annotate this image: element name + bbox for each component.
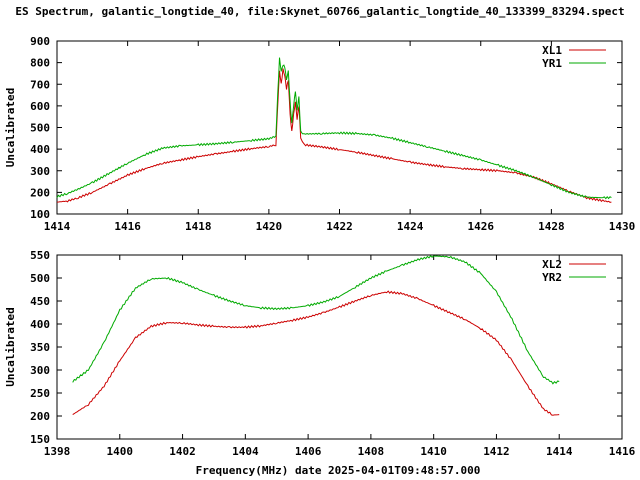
- y-tick-label: 450: [30, 295, 50, 308]
- x-tick-label: 1424: [397, 220, 424, 233]
- series-line-yr2: [72, 255, 560, 385]
- series-line-xl1: [56, 68, 612, 203]
- x-tick-label: 1404: [232, 445, 259, 458]
- x-tick-label: 1422: [326, 220, 353, 233]
- y-tick-label: 400: [30, 143, 50, 156]
- x-tick-label: 1430: [609, 220, 636, 233]
- x-tick-label: 1412: [483, 445, 510, 458]
- x-tick-label: 1426: [468, 220, 495, 233]
- y-tick-label: 900: [30, 35, 50, 48]
- y-tick-label: 550: [30, 249, 50, 262]
- y-tick-label: 300: [30, 165, 50, 178]
- legend-label: YR2: [542, 271, 562, 284]
- y-tick-label: 800: [30, 57, 50, 70]
- y-tick-label: 500: [30, 272, 50, 285]
- y-tick-label: 600: [30, 100, 50, 113]
- series-line-yr1: [56, 57, 612, 200]
- figure-title: ES Spectrum, galantic_longtide_40, file:…: [15, 5, 624, 18]
- legend-label: XL2: [542, 258, 562, 271]
- series-line-xl2: [72, 290, 560, 416]
- y-tick-label: 100: [30, 208, 50, 221]
- x-axis-label: Frequency(MHz) date 2025-04-01T09:48:57.…: [196, 464, 481, 477]
- y-axis-label: Uncalibrated: [4, 307, 17, 386]
- y-tick-label: 500: [30, 122, 50, 135]
- x-tick-label: 1416: [609, 445, 636, 458]
- x-tick-label: 1416: [114, 220, 141, 233]
- y-tick-label: 200: [30, 186, 50, 199]
- y-tick-label: 250: [30, 387, 50, 400]
- legend-label: YR1: [542, 57, 562, 70]
- y-tick-label: 150: [30, 433, 50, 446]
- y-tick-label: 300: [30, 364, 50, 377]
- x-tick-label: 1428: [538, 220, 565, 233]
- y-tick-label: 700: [30, 78, 50, 91]
- top-panel: 1414 1416 1418 1420 1422 1424 1426 1428 1430 100 2…: [4, 35, 635, 233]
- x-tick-label: 1410: [420, 445, 447, 458]
- bottom-panel: 1398 1400 1402 1404 1406 1408 1410 1412 1414 1416…: [4, 249, 636, 458]
- y-axis-label: Uncalibrated: [4, 88, 17, 167]
- x-tick-label: 1402: [169, 445, 196, 458]
- legend-label: XL1: [542, 44, 562, 57]
- x-tick-label: 1408: [358, 445, 385, 458]
- y-tick-label: 350: [30, 341, 50, 354]
- x-tick-label: 1414: [546, 445, 573, 458]
- x-tick-label: 1398: [44, 445, 71, 458]
- x-tick-label: 1418: [185, 220, 212, 233]
- y-tick-label: 400: [30, 318, 50, 331]
- x-tick-label: 1414: [44, 220, 71, 233]
- y-tick-label: 200: [30, 410, 50, 423]
- x-tick-label: 1420: [256, 220, 283, 233]
- x-tick-label: 1400: [107, 445, 134, 458]
- x-tick-label: 1406: [295, 445, 322, 458]
